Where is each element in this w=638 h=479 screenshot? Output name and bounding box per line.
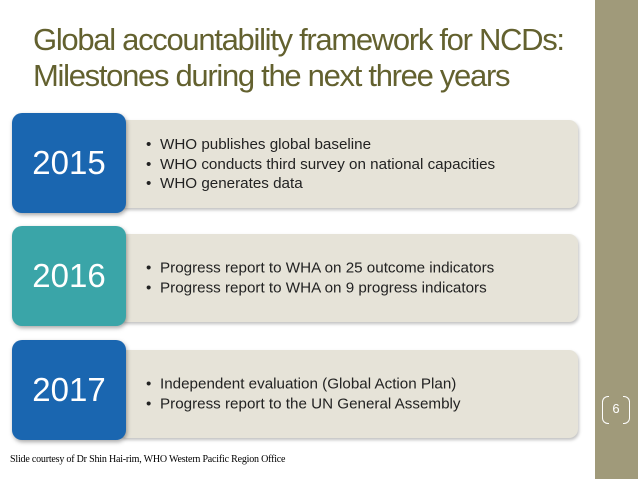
- list-item: Progress report to WHA on 9 progress ind…: [146, 278, 494, 298]
- milestone-2016-details: Progress report to WHA on 25 outcome ind…: [118, 234, 578, 322]
- list-item: Progress report to the UN General Assemb…: [146, 394, 461, 414]
- list-item: Progress report to WHA on 25 outcome ind…: [146, 259, 494, 279]
- slide-title-line-2: Milestones during the next three years: [33, 58, 510, 93]
- list-item: WHO generates data: [146, 174, 495, 194]
- slide-title-line-1: Global accountability framework for NCDs…: [33, 22, 565, 57]
- year-badge-2016: 2016: [12, 226, 126, 326]
- milestone-2015-list: WHO publishes global baseline WHO conduc…: [118, 135, 495, 194]
- milestone-2017-details: Independent evaluation (Global Action Pl…: [118, 350, 578, 438]
- list-item: WHO publishes global baseline: [146, 135, 495, 155]
- list-item: Independent evaluation (Global Action Pl…: [146, 375, 461, 395]
- milestone-2016: Progress report to WHA on 25 outcome ind…: [0, 222, 595, 330]
- year-badge-2017: 2017: [12, 340, 126, 440]
- milestone-2017: Independent evaluation (Global Action Pl…: [0, 336, 595, 446]
- milestone-2017-list: Independent evaluation (Global Action Pl…: [118, 375, 461, 414]
- milestone-2015-details: WHO publishes global baseline WHO conduc…: [118, 120, 578, 208]
- year-badge-2015: 2015: [12, 113, 126, 213]
- slide-credit: Slide courtesy of Dr Shin Hai-rim, WHO W…: [10, 454, 286, 465]
- slide-title: Global accountability framework for NCDs…: [33, 22, 593, 94]
- page-number: 6: [597, 394, 635, 424]
- list-item: WHO conducts third survey on national ca…: [146, 154, 495, 174]
- milestone-2015: WHO publishes global baseline WHO conduc…: [0, 108, 595, 216]
- milestone-2016-list: Progress report to WHA on 25 outcome ind…: [118, 259, 494, 298]
